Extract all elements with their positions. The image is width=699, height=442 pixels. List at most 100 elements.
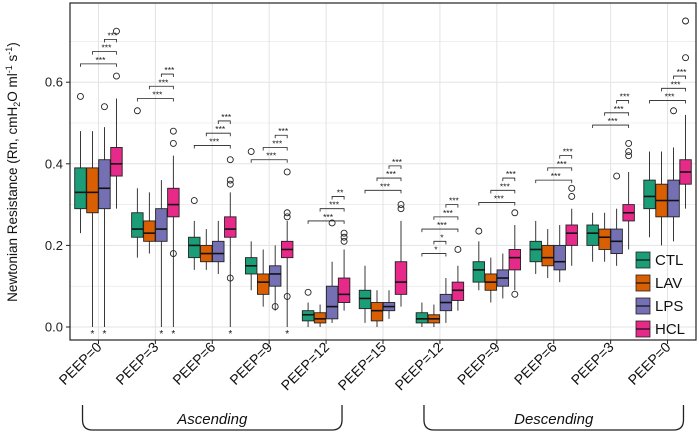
sig-bracket-label: *: [440, 232, 444, 242]
box-lps-1: [155, 180, 168, 327]
sig-bracket: ***: [217, 112, 232, 124]
sig-bracket-line: [478, 202, 516, 206]
sig-bracket-line: [388, 165, 402, 169]
sig-bracket: ***: [364, 181, 402, 194]
box-ctl-10: [643, 151, 656, 238]
outlier-point: [190, 197, 198, 204]
box-lav-5: [370, 290, 384, 327]
outlier-point: [77, 93, 84, 100]
sig-bracket-line: [547, 167, 573, 171]
box-body: [667, 179, 680, 218]
sig-bracket-line: [104, 38, 117, 43]
sig-bracket: ***: [478, 194, 516, 206]
sig-bracket-line: [445, 204, 459, 208]
box-lav-4: [313, 304, 327, 327]
outlier-point: [283, 209, 291, 217]
outlier-point: [340, 233, 348, 241]
sig-bracket-label: ***: [494, 194, 505, 204]
box-body: [553, 244, 566, 271]
legend: CTL LAV LPS HCL: [635, 251, 685, 338]
sig-bracket-label: ***: [107, 30, 118, 40]
box-body: [143, 220, 156, 242]
sig-bracket-label: ***: [152, 90, 163, 100]
sig-bracket: ***: [661, 79, 686, 92]
bottom-star: *: [171, 329, 175, 340]
box-body: [167, 187, 180, 218]
sig-bracket-label: ***: [392, 157, 403, 167]
box-body: [256, 273, 270, 295]
sig-bracket-line: [319, 208, 345, 212]
sig-bracket: ***: [274, 126, 289, 139]
box-lps-7: [496, 253, 510, 299]
outlier-point: [169, 127, 177, 135]
box-lps-0: [98, 103, 111, 327]
box-lps-4: [325, 219, 339, 323]
sig-bracket: ***: [136, 90, 174, 102]
sig-bracket-label: ***: [614, 104, 625, 114]
sig-bracket: ***: [592, 116, 630, 129]
group-ascending: Ascending: [81, 405, 343, 431]
box-hcl-4: [337, 229, 351, 311]
y-tick-label: 0.2: [45, 238, 63, 253]
box-ctl-9: [586, 212, 599, 262]
box-lps-8: [553, 225, 566, 283]
box-ctl-5: [358, 265, 372, 323]
bottom-star: *: [228, 329, 232, 340]
sig-bracket: ***: [445, 196, 460, 208]
box-lps-9: [610, 172, 623, 266]
outlier-point: [475, 227, 483, 235]
box-lav-9: [598, 212, 611, 262]
sig-bracket-line: [307, 220, 345, 224]
box-lav-6: [427, 304, 441, 327]
group-labels: Ascending Descending: [81, 405, 685, 431]
outlier-point: [169, 250, 177, 258]
sig-bracket: ***: [535, 171, 573, 184]
sig-bracket-label: ***: [449, 196, 460, 206]
outlier-point: [226, 176, 234, 184]
box-lps-10: [667, 107, 680, 242]
outlier-point: [625, 139, 633, 147]
box-body: [508, 249, 522, 271]
sig-bracket-line: [616, 100, 630, 104]
group-descending: Descending: [423, 405, 685, 431]
group-label: Ascending: [176, 411, 248, 428]
box-body: [451, 281, 465, 301]
box-hcl-7: [508, 209, 522, 298]
sig-bracket-line: [136, 98, 174, 102]
outlier-point: [568, 184, 576, 192]
box-lav-1: [143, 192, 156, 254]
outlier-point: [304, 288, 312, 296]
box-body: [110, 147, 123, 177]
outlier-point: [568, 192, 576, 200]
legend-item-ctl: CTL: [635, 251, 683, 269]
outlier-point: [283, 168, 291, 176]
outlier-point: [226, 180, 234, 188]
sig-bracket: ***: [547, 159, 573, 171]
sig-bracket-label: ***: [551, 171, 562, 181]
sig-bracket-label: ***: [443, 208, 454, 218]
sig-bracket-label: ***: [95, 55, 106, 65]
box-ctl-6: [415, 302, 429, 327]
outlier-point: [283, 292, 291, 300]
sig-bracket-line: [592, 124, 630, 129]
box-body: [370, 302, 384, 322]
sig-bracket-line: [559, 155, 573, 159]
sig-bracket-line: [80, 63, 117, 67]
outlier-point: [397, 201, 405, 209]
bottom-star: *: [103, 329, 107, 340]
sig-bracket: ***: [433, 208, 459, 220]
box-body: [212, 240, 225, 263]
sig-bracket: ***: [92, 43, 117, 55]
legend-item-hcl: HCL: [635, 320, 685, 338]
sig-bracket-label: ***: [557, 159, 568, 169]
outlier-point: [340, 229, 348, 237]
x-tick-label: PEEP=9: [454, 339, 503, 388]
y-tick-label: 0.6: [45, 75, 63, 90]
legend-label: LPS: [655, 298, 683, 315]
outlier-point: [283, 213, 291, 221]
outlier-point: [247, 148, 255, 156]
box-ctl-1: [131, 107, 144, 258]
legend-item-lps: LPS: [635, 297, 683, 315]
sig-bracket-label: ***: [500, 181, 511, 191]
